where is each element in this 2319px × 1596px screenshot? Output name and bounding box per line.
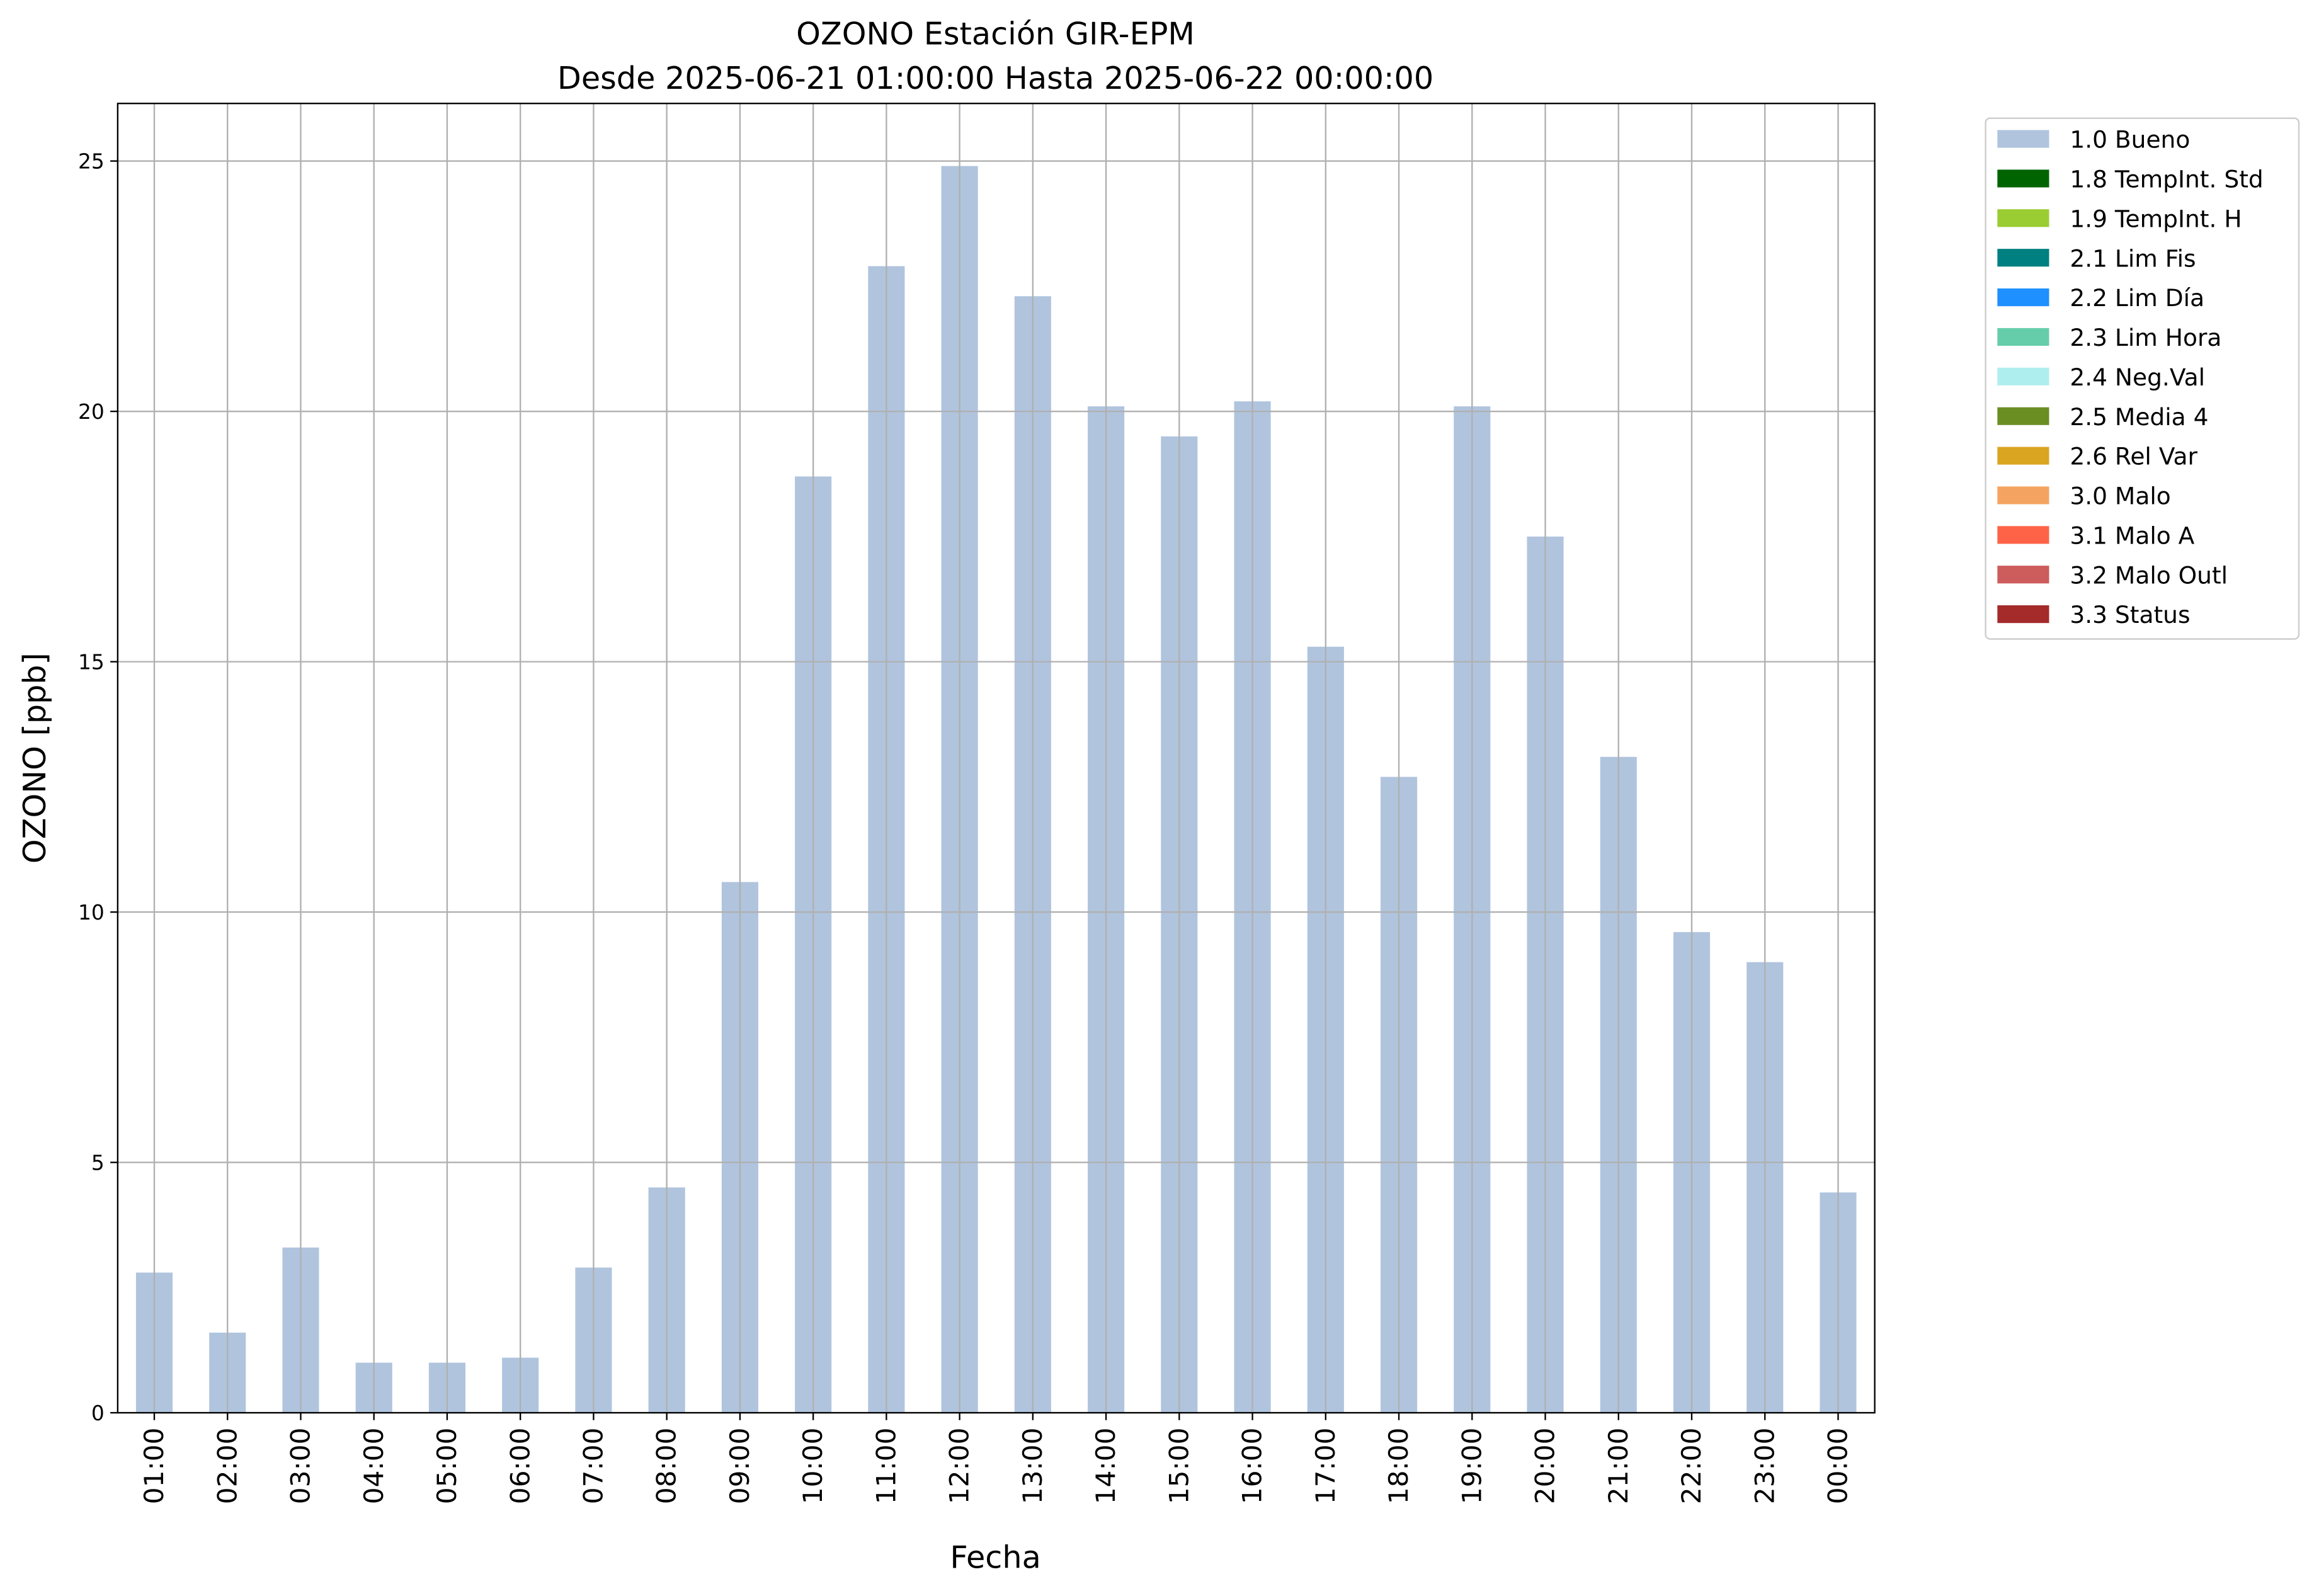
x-tick-label: 04:00 (358, 1428, 389, 1505)
legend-swatch (1997, 486, 2049, 504)
legend-label: 1.9 TempInt. H (2070, 205, 2242, 232)
legend-label: 3.1 Malo A (2070, 522, 2194, 549)
y-tick-label: 25 (78, 149, 105, 173)
bars (135, 166, 1857, 1413)
chart-subtitle: Desde 2025-06-21 01:00:00 Hasta 2025-06-… (557, 60, 1433, 96)
legend-frame (1985, 117, 2300, 640)
plot-frame (117, 103, 1876, 1414)
legend-swatch (1997, 328, 2049, 346)
x-tick-label: 03:00 (285, 1428, 316, 1505)
x-tick-label: 00:00 (1823, 1428, 1854, 1505)
legend-label: 3.2 Malo Outl (2070, 561, 2228, 589)
x-tick-label: 01:00 (139, 1428, 169, 1505)
legend-swatch (1997, 130, 2049, 148)
y-tick-label: 15 (78, 650, 105, 674)
legend-swatch (1997, 407, 2049, 425)
legend-label: 2.6 Rel Var (2070, 443, 2197, 470)
legend-label: 2.5 Media 4 (2070, 403, 2208, 431)
y-axis-label: OZONO [ppb] (16, 653, 53, 864)
legend-label: 2.1 Lim Fis (2070, 244, 2196, 272)
legend-label: 1.8 TempInt. Std (2070, 166, 2263, 193)
legend-label: 2.2 Lim Día (2070, 284, 2204, 312)
x-tick-label: 12:00 (944, 1428, 975, 1505)
legend-swatch (1997, 249, 2049, 267)
x-tick-label: 22:00 (1676, 1428, 1707, 1505)
legend-swatch (1997, 169, 2049, 188)
y-tick-label: 0 (91, 1401, 105, 1425)
y-tick-label: 5 (91, 1151, 105, 1175)
x-tick-label: 18:00 (1383, 1428, 1414, 1505)
legend: 1.0 Bueno 1.8 TempInt. Std 1.9 TempInt. H 2… (1985, 117, 2300, 640)
legend-swatch (1997, 288, 2049, 307)
legend-swatch (1997, 209, 2049, 227)
legend-swatch (1997, 447, 2049, 465)
legend-swatch (1997, 605, 2049, 624)
x-tick-label: 02:00 (212, 1428, 242, 1505)
legend-label: 1.0 Bueno (2070, 126, 2190, 154)
x-tick-label: 07:00 (578, 1428, 608, 1505)
x-tick-label: 15:00 (1163, 1428, 1194, 1505)
x-tick-label: 21:00 (1603, 1428, 1634, 1505)
x-tick-label: 16:00 (1237, 1428, 1268, 1505)
legend-label: 3.3 Status (2070, 601, 2190, 629)
x-tick-label: 20:00 (1530, 1428, 1561, 1505)
x-axis-label: Fecha (950, 1539, 1040, 1575)
x-tick-label: 08:00 (651, 1428, 682, 1505)
x-tick-label: 17:00 (1310, 1428, 1341, 1505)
legend-swatch (1997, 566, 2049, 584)
x-tick-label: 13:00 (1017, 1428, 1048, 1505)
chart-title: OZONO Estación GIR-EPM (796, 15, 1195, 52)
x-tick-label: 06:00 (504, 1428, 535, 1505)
legend-label: 3.0 Malo (2070, 482, 2170, 510)
legend-swatch (1997, 526, 2049, 544)
y-tick-label: 20 (78, 400, 105, 424)
legend-label: 2.4 Neg.Val (2070, 363, 2205, 391)
x-tick-label: 11:00 (870, 1428, 901, 1505)
x-tick-label: 14:00 (1090, 1428, 1121, 1505)
x-tick-label: 23:00 (1749, 1428, 1780, 1505)
x-tick-label: 05:00 (431, 1428, 462, 1505)
x-tick-label: 10:00 (797, 1428, 828, 1505)
x-tick-label: 19:00 (1456, 1428, 1487, 1505)
legend-label: 2.3 Lim Hora (2070, 324, 2221, 351)
x-tick-label: 09:00 (724, 1428, 755, 1505)
grid-overlay (117, 103, 1875, 1414)
legend-swatch (1997, 367, 2049, 385)
y-tick-label: 10 (78, 901, 105, 925)
